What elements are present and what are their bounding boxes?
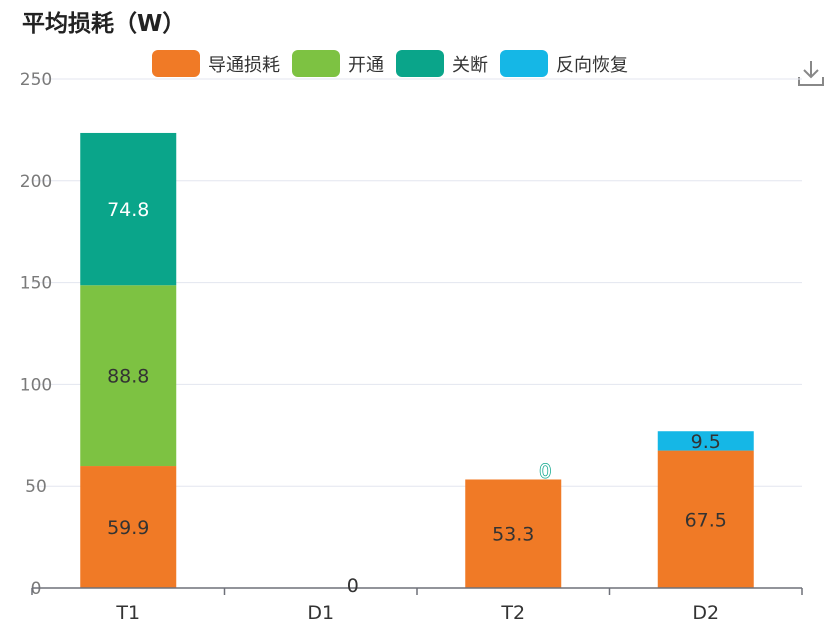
download-icon[interactable]	[796, 58, 826, 88]
legend: 导通损耗 开通 关断 反向恢复	[152, 50, 628, 77]
chart-title: 平均损耗（W）	[22, 11, 186, 37]
legend-label-turn-off: 关断	[452, 54, 488, 76]
legend-label-reverse-recovery: 反向恢复	[556, 54, 628, 76]
data-label: 88.8	[107, 366, 149, 388]
data-label: 0	[347, 575, 359, 597]
legend-item-turn-on[interactable]: 开通	[292, 50, 384, 77]
x-tick-label: T1	[115, 602, 140, 624]
x-tick-label: D1	[307, 602, 334, 624]
legend-swatch-conduction	[152, 50, 200, 77]
x-tick-label: D2	[692, 602, 719, 624]
bar-conduction-d2	[657, 450, 754, 588]
legend-swatch-turn-on	[292, 50, 340, 77]
bar-turn-on-t1	[80, 285, 177, 467]
data-label: 67.5	[685, 509, 727, 531]
y-tick-label: 250	[20, 70, 52, 90]
y-tick-label: 0	[31, 579, 42, 599]
bar-conduction-t1	[80, 466, 177, 588]
data-label: 74.8	[107, 199, 149, 221]
legend-swatch-turn-off	[396, 50, 444, 77]
legend-item-conduction[interactable]: 导通损耗	[152, 50, 280, 77]
y-tick-label: 150	[20, 274, 52, 294]
data-label: 59.9	[107, 517, 149, 539]
x-tick-label: T2	[500, 602, 525, 624]
legend-swatch-reverse-recovery	[500, 50, 548, 77]
y-tick-label: 200	[20, 172, 52, 192]
y-tick-label: 100	[20, 375, 52, 395]
bar-turn-off-t1	[80, 132, 177, 286]
data-label: 9.5	[691, 431, 721, 453]
legend-item-turn-off[interactable]: 关断	[396, 50, 488, 77]
y-tick-label: 50	[25, 477, 47, 497]
data-label: 53.3	[492, 524, 534, 546]
legend-item-reverse-recovery[interactable]: 反向恢复	[500, 50, 628, 77]
bar-reverse-recovery-d2	[657, 431, 754, 451]
legend-label-turn-on: 开通	[348, 54, 384, 76]
bar-conduction-t2	[465, 479, 562, 588]
data-label: 0	[539, 460, 551, 482]
legend-label-conduction: 导通损耗	[208, 54, 280, 76]
